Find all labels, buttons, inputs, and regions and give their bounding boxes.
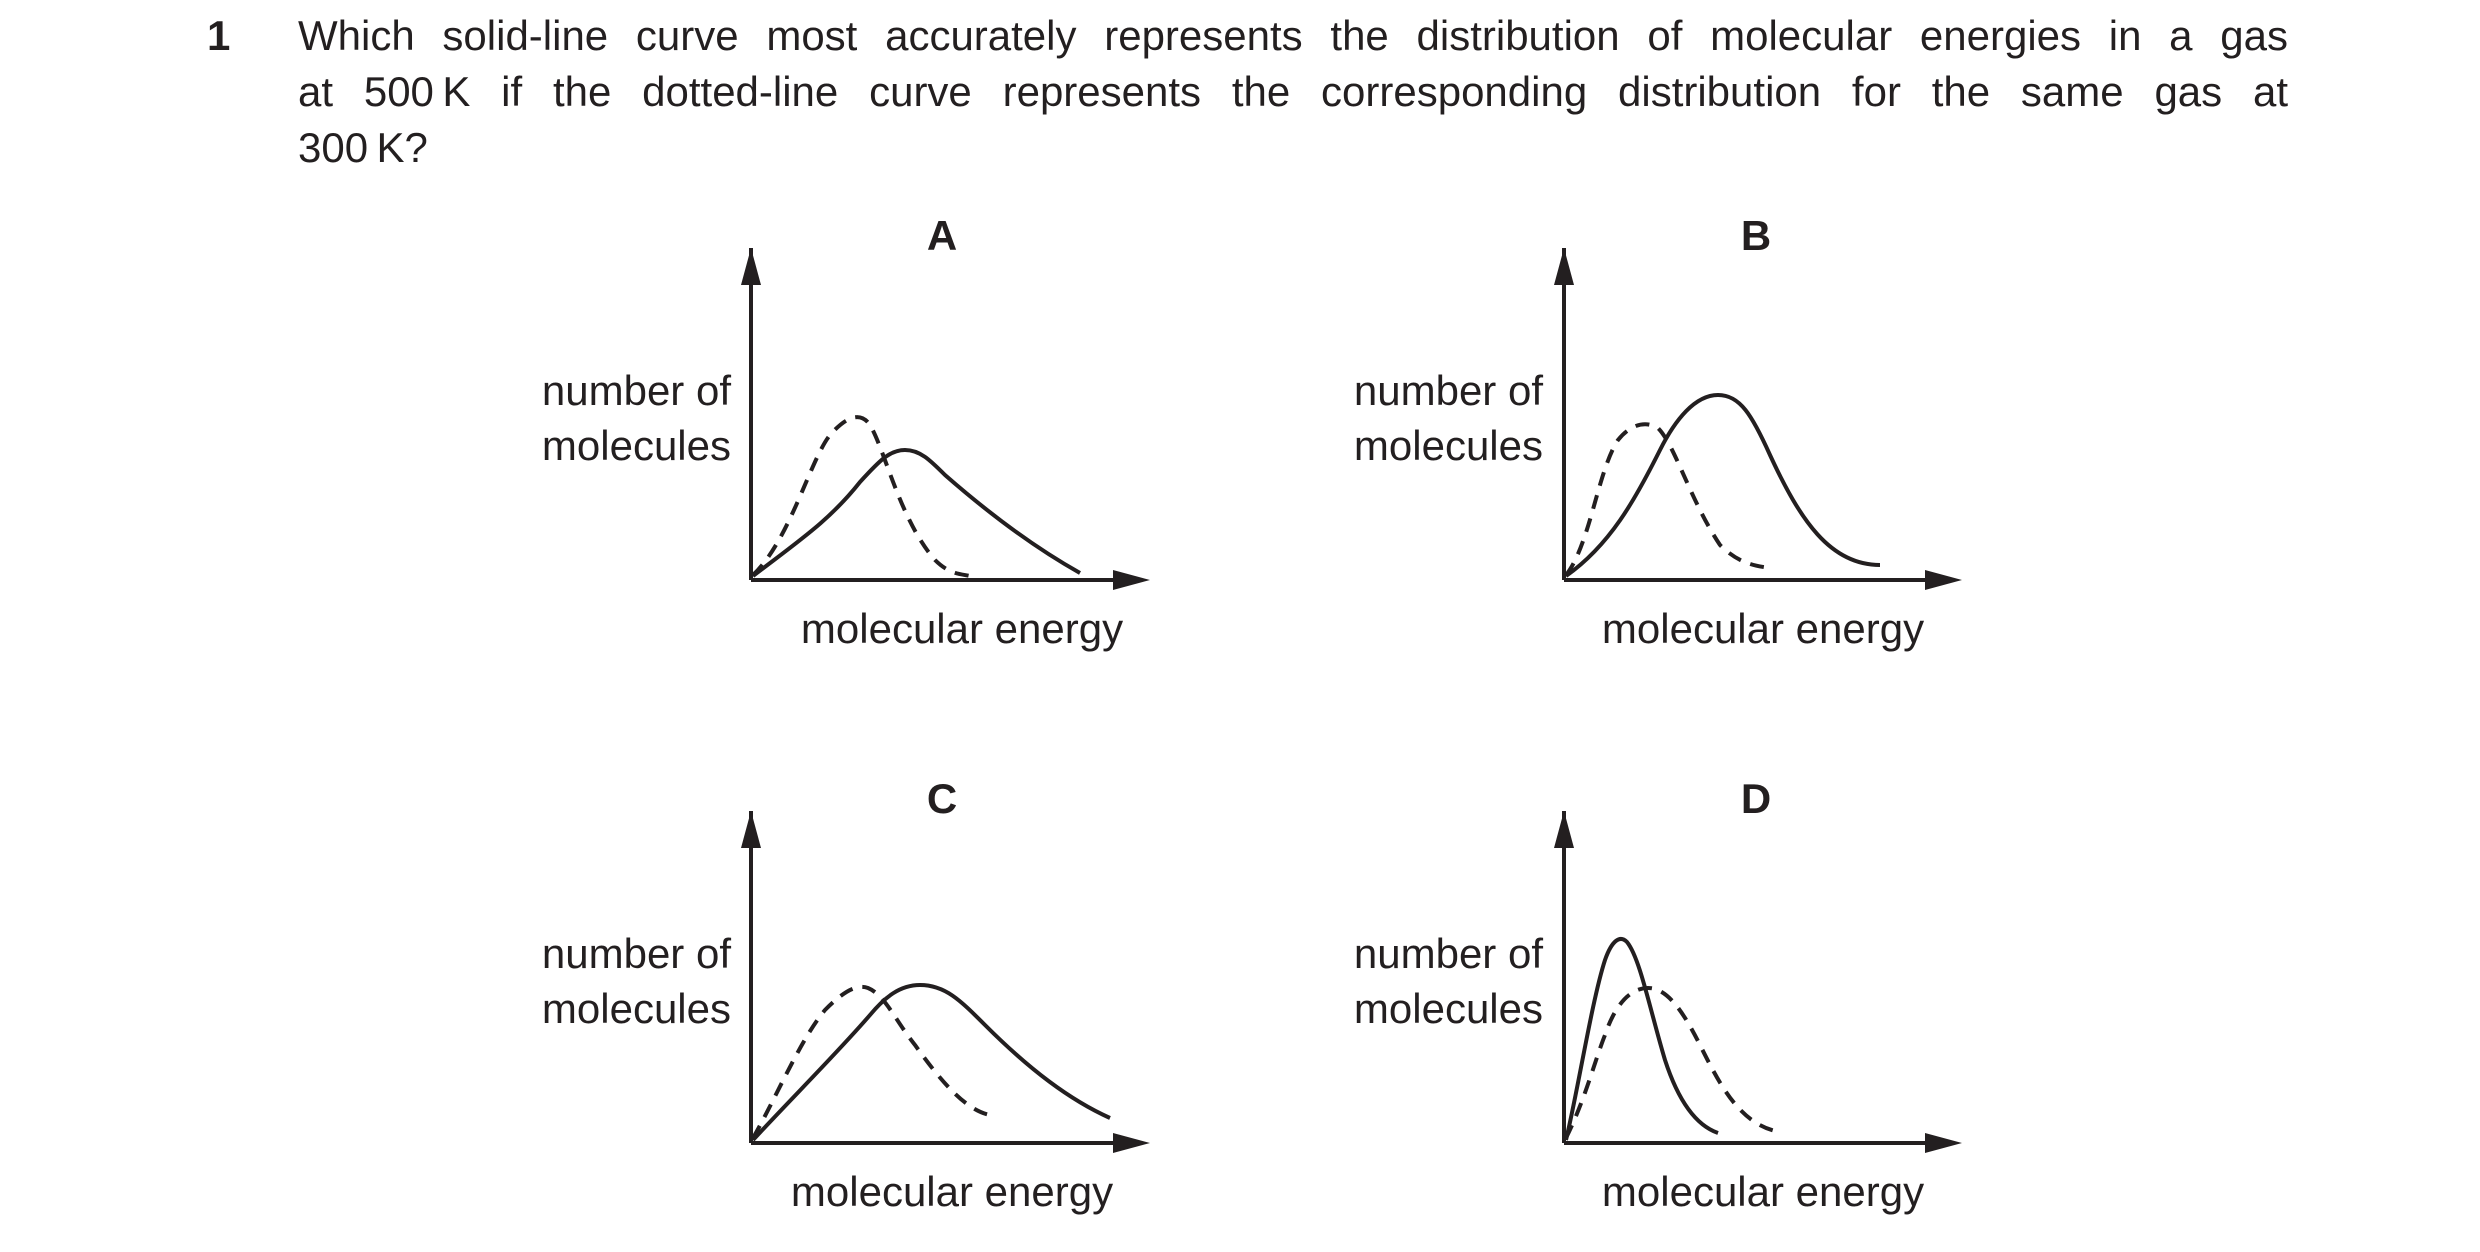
option-label-c: C <box>927 775 957 822</box>
dotted-curve-300k-a <box>751 415 971 578</box>
y-axis-label-a-line1: number of <box>542 367 731 414</box>
y-axis-label-b-line2: molecules <box>1354 422 1543 469</box>
dotted-curve-300k-c <box>751 984 991 1140</box>
dotted-curve-300k-b <box>1564 422 1771 577</box>
x-axis-label-c: molecular energy <box>791 1168 1113 1215</box>
question-text: Which solid-line curve most accurately r… <box>298 8 2288 176</box>
y-axis-arrow-d <box>1554 811 1574 848</box>
y-axis-arrow-b <box>1554 248 1574 285</box>
y-axis-arrow-c <box>741 811 761 848</box>
x-axis-arrow-a <box>1113 570 1150 590</box>
x-axis-arrow-b <box>1925 570 1962 590</box>
question-text-line-2: at 500 K if the dotted-line curve repres… <box>298 68 2288 115</box>
dotted-curve-300k-d <box>1564 985 1781 1139</box>
option-label-b: B <box>1741 212 1771 259</box>
graph-d: D number of molecules molecular energy <box>1354 775 1962 1215</box>
y-axis-label-c-line2: molecules <box>542 985 731 1032</box>
x-axis-label-b: molecular energy <box>1602 605 1924 652</box>
graph-c: C number of molecules molecular energy <box>542 775 1150 1215</box>
x-axis-label-d: molecular energy <box>1602 1168 1924 1215</box>
y-axis-arrow-a <box>741 248 761 285</box>
solid-curve-500k-d <box>1564 937 1719 1141</box>
y-axis-label-c-line1: number of <box>542 930 731 977</box>
option-label-d: D <box>1741 775 1771 822</box>
graph-b: B number of molecules molecular energy <box>1354 212 1962 652</box>
x-axis-arrow-d <box>1925 1133 1962 1153</box>
y-axis-label-b-line1: number of <box>1354 367 1543 414</box>
y-axis-label-d-line2: molecules <box>1354 985 1543 1032</box>
y-axis-label-a-line2: molecules <box>542 422 731 469</box>
question-text-line-1: Which solid-line curve most accurately r… <box>298 12 2288 59</box>
x-axis-arrow-c <box>1113 1133 1150 1153</box>
solid-curve-500k-b <box>1564 392 1881 578</box>
x-axis-label-a: molecular energy <box>801 605 1123 652</box>
graph-a: A number of molecules molecular energy <box>542 212 1150 652</box>
solid-curve-500k-a <box>751 447 1081 578</box>
solid-curve-500k-c <box>751 982 1111 1142</box>
y-axis-label-d-line1: number of <box>1354 930 1543 977</box>
question-number: 1 <box>207 12 231 59</box>
question-text-line-3: 300 K? <box>298 124 428 171</box>
option-label-a: A <box>927 212 957 259</box>
